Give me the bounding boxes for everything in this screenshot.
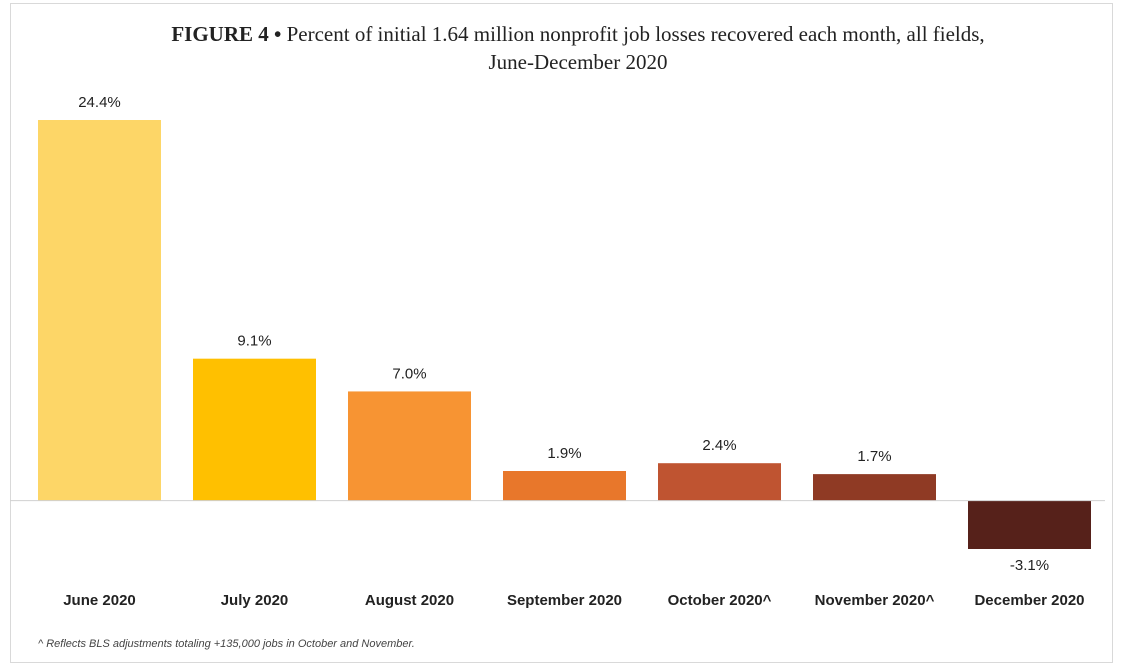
chart-title: FIGURE 4 • Percent of initial 1.64 milli… xyxy=(150,20,1006,76)
title-text: Percent of initial 1.64 million nonprofi… xyxy=(286,22,985,74)
x-tick-label: December 2020 xyxy=(974,592,1084,609)
value-label: 9.1% xyxy=(237,333,271,350)
bar xyxy=(348,391,471,501)
footnote: ^ Reflects BLS adjustments totaling +135… xyxy=(38,638,415,650)
bar xyxy=(503,471,626,501)
value-label: 2.4% xyxy=(702,437,736,454)
x-tick-label: September 2020 xyxy=(507,592,622,609)
x-tick-label: August 2020 xyxy=(365,592,454,609)
value-label: 1.9% xyxy=(547,445,581,462)
bar xyxy=(658,463,781,501)
x-tick-label: June 2020 xyxy=(63,592,136,609)
x-tick-label: October 2020^ xyxy=(668,592,772,609)
x-tick-label: November 2020^ xyxy=(815,592,935,609)
bar xyxy=(38,120,161,501)
value-label: 1.7% xyxy=(857,448,891,465)
bar xyxy=(813,474,936,501)
value-label: -3.1% xyxy=(1010,557,1049,574)
x-tick-label: July 2020 xyxy=(221,592,289,609)
figure-label: FIGURE 4 • xyxy=(171,22,282,46)
bar xyxy=(968,500,1091,549)
value-label: 24.4% xyxy=(78,94,121,111)
value-label: 7.0% xyxy=(392,365,426,382)
bar xyxy=(193,358,316,501)
chart-frame xyxy=(10,3,1113,663)
